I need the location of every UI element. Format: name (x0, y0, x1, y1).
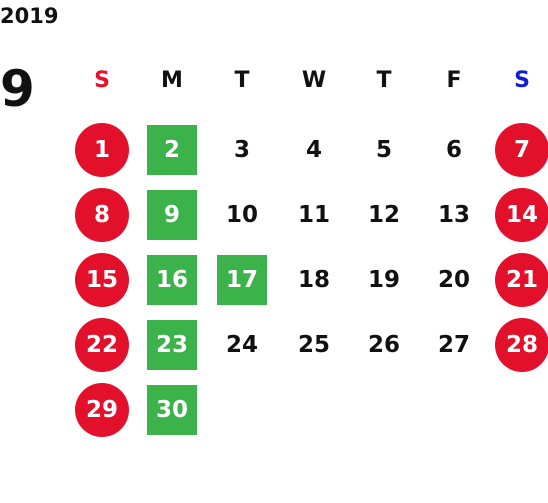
day: 1 (75, 123, 129, 177)
day: 13 (437, 202, 470, 228)
day: 15 (75, 253, 129, 307)
day: 21 (495, 253, 548, 307)
weekday-label: T (376, 67, 392, 93)
day: 10 (225, 202, 258, 228)
day: 24 (225, 332, 258, 358)
day: 9 (147, 190, 197, 240)
day: 29 (75, 383, 129, 437)
day: 14 (495, 188, 548, 242)
weekday-label: S (94, 67, 110, 93)
day: 16 (147, 255, 197, 305)
weekday-label: W (301, 67, 327, 93)
day: 27 (437, 332, 470, 358)
day: 4 (305, 137, 322, 163)
day: 26 (367, 332, 400, 358)
day: 28 (495, 318, 548, 372)
day: 18 (297, 267, 330, 293)
day: 25 (297, 332, 330, 358)
day: 12 (367, 202, 400, 228)
day: 6 (445, 137, 462, 163)
month: 9 (0, 60, 35, 118)
weekday-label: T (234, 67, 250, 93)
day: 8 (75, 188, 129, 242)
day: 11 (297, 202, 330, 228)
year: 2019 (0, 4, 59, 28)
day: 20 (437, 267, 470, 293)
day: 22 (75, 318, 129, 372)
day: 30 (147, 385, 197, 435)
day: 3 (233, 137, 250, 163)
weekday-label: F (446, 67, 462, 93)
day: 7 (495, 123, 548, 177)
day: 5 (375, 137, 392, 163)
weekday-label: M (161, 67, 183, 93)
weekday-label: S (514, 67, 530, 93)
day: 17 (217, 255, 267, 305)
day: 23 (147, 320, 197, 370)
day: 2 (147, 125, 197, 175)
day: 19 (367, 267, 400, 293)
